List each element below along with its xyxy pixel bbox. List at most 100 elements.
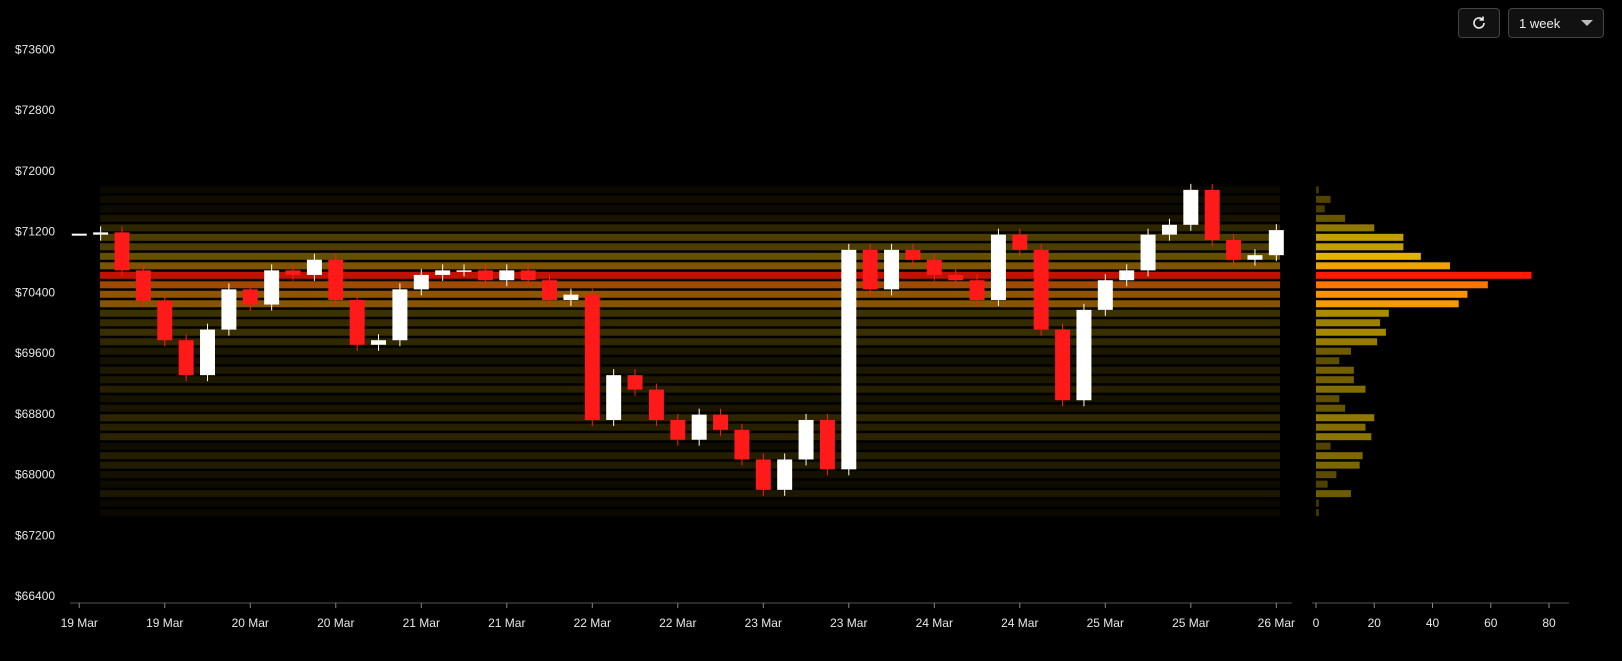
- candle: [926, 259, 942, 275]
- candle: [435, 270, 451, 275]
- y-tick-label: $70400: [15, 285, 55, 299]
- profile-bar: [1316, 328, 1386, 336]
- range-select[interactable]: 1 week: [1508, 8, 1604, 38]
- candle: [200, 329, 216, 376]
- heatmap-row: [100, 233, 1280, 241]
- heatmap-row: [100, 442, 1280, 450]
- candle: [285, 270, 301, 275]
- candle: [371, 340, 387, 345]
- candle: [221, 289, 237, 330]
- candle: [413, 274, 429, 290]
- profile-bar: [1316, 290, 1468, 298]
- candle: [990, 234, 1006, 300]
- candle: [542, 280, 558, 300]
- profile-bar: [1316, 357, 1340, 365]
- y-tick-label: $72800: [15, 103, 55, 117]
- candle: [819, 419, 835, 470]
- candle: [242, 289, 258, 305]
- heatmap-row: [100, 385, 1280, 393]
- candle: [1097, 280, 1113, 310]
- heatmap-row: [100, 271, 1280, 279]
- candle: [884, 249, 900, 290]
- profile-bar: [1316, 433, 1372, 441]
- candle: [477, 270, 493, 281]
- x-tick-label: 25 Mar: [1172, 616, 1209, 630]
- candle: [71, 233, 87, 236]
- candle: [1226, 239, 1242, 260]
- x-tick-label: 19 Mar: [146, 616, 183, 630]
- heatmap-row: [100, 452, 1280, 460]
- dropdown-arrow: [1581, 20, 1593, 26]
- heatmap-row: [100, 243, 1280, 251]
- profile-bar: [1316, 480, 1328, 488]
- y-tick-label: $69600: [15, 346, 55, 360]
- profile-bar: [1316, 243, 1404, 251]
- heatmap-row: [100, 376, 1280, 384]
- candle: [563, 294, 579, 300]
- profile-bar: [1316, 195, 1331, 203]
- x-tick-label: 25 Mar: [1087, 616, 1124, 630]
- heatmap-row: [100, 499, 1280, 507]
- x-tick-label: 20 Mar: [232, 616, 269, 630]
- refresh-icon: [1473, 16, 1485, 29]
- profile-bar: [1316, 490, 1351, 498]
- candle: [1183, 189, 1199, 225]
- profile-bar: [1316, 233, 1404, 241]
- candle: [755, 459, 771, 490]
- heatmap-row: [100, 224, 1280, 232]
- profile-bar: [1316, 252, 1421, 260]
- heatmap-row: [100, 252, 1280, 260]
- profile-bar: [1316, 509, 1319, 517]
- y-tick-label: $68000: [15, 468, 55, 482]
- candle: [157, 300, 173, 341]
- x-tick-label: 22 Mar: [659, 616, 696, 630]
- candle: [178, 340, 194, 376]
- x-tick-label: 20 Mar: [317, 616, 354, 630]
- x-tick-label: 26 Mar: [1258, 616, 1295, 630]
- heatmap-row: [100, 490, 1280, 498]
- heatmap-row: [100, 328, 1280, 336]
- profile-bar: [1316, 423, 1366, 431]
- candle: [306, 259, 322, 275]
- y-tick-label: $68800: [15, 407, 55, 421]
- heatmap-row: [100, 433, 1280, 441]
- candle: [691, 414, 707, 440]
- x-tick-label: 24 Mar: [916, 616, 953, 630]
- candle: [648, 389, 664, 420]
- profile-tick-label: 0: [1313, 616, 1320, 630]
- profile-bar: [1316, 338, 1378, 346]
- y-tick-label: $71200: [15, 225, 55, 239]
- heatmap-row: [100, 338, 1280, 346]
- heatmap-row: [100, 414, 1280, 422]
- y-tick-label: $67200: [15, 528, 55, 542]
- profile-bar: [1316, 205, 1325, 213]
- heatmap-row: [100, 423, 1280, 431]
- profile-bar: [1316, 404, 1346, 412]
- candle: [734, 429, 750, 460]
- profile-bar: [1316, 319, 1381, 327]
- candle: [1204, 189, 1220, 240]
- heatmap-row: [100, 195, 1280, 203]
- candle: [1055, 329, 1071, 401]
- profile-bar: [1316, 385, 1366, 393]
- heatmap-row: [100, 357, 1280, 365]
- profile-bar: [1316, 262, 1450, 270]
- heatmap-row: [100, 205, 1280, 213]
- profile-bar: [1316, 271, 1532, 279]
- profile-tick-label: 80: [1542, 616, 1556, 630]
- heatmap-row: [100, 471, 1280, 479]
- candle: [1161, 224, 1177, 235]
- candle: [1140, 234, 1156, 271]
- profile-bar: [1316, 461, 1360, 469]
- profile-bar: [1316, 186, 1319, 194]
- candle: [670, 419, 686, 440]
- profile-bar: [1316, 471, 1337, 479]
- candle: [499, 270, 515, 281]
- candle: [1268, 230, 1284, 256]
- x-tick-label: 21 Mar: [403, 616, 440, 630]
- candle: [392, 289, 408, 341]
- profile-bar: [1316, 414, 1375, 422]
- profile-tick-label: 20: [1368, 616, 1382, 630]
- refresh-button[interactable]: [1458, 8, 1500, 38]
